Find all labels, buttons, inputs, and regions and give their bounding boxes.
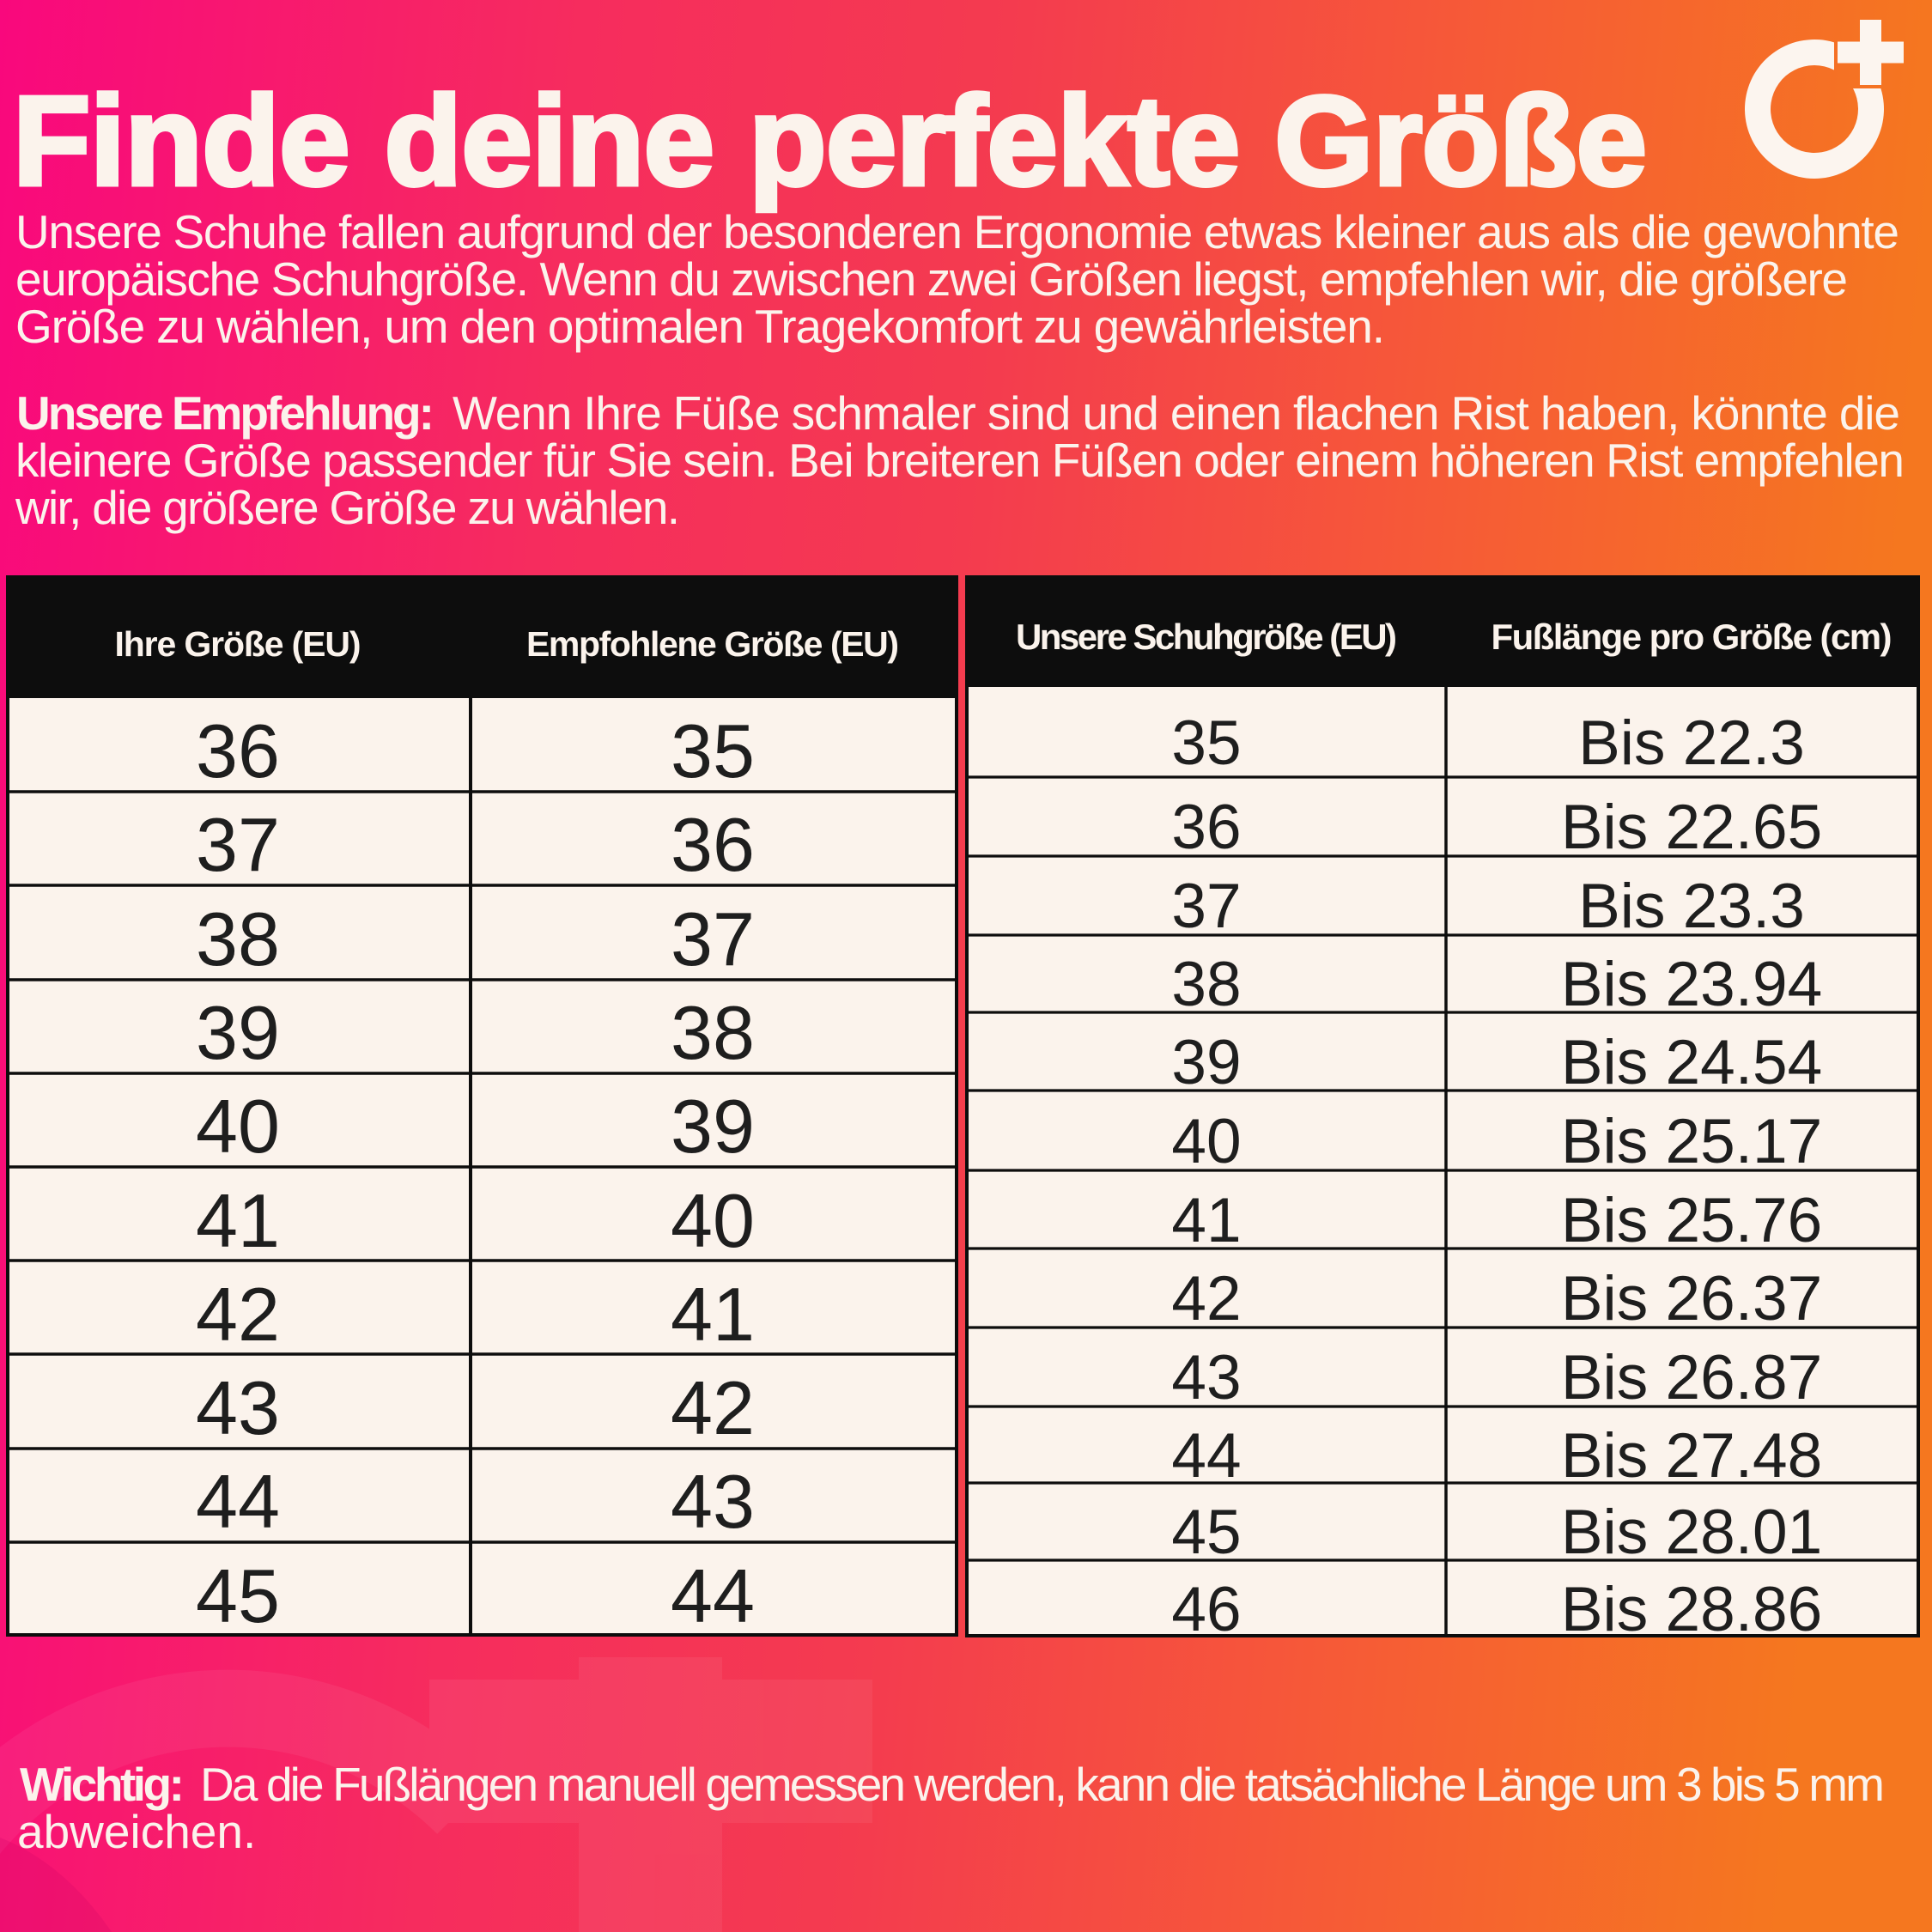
- svg-text:40: 40: [671, 1178, 755, 1263]
- svg-text:Bis 28.86: Bis 28.86: [1561, 1575, 1822, 1644]
- svg-text:36: 36: [671, 802, 755, 887]
- svg-text:42: 42: [196, 1272, 280, 1357]
- svg-text:Da die Fußlängen manuell gemes: Da die Fußlängen manuell gemessen werden…: [200, 1758, 1885, 1811]
- svg-text:Unsere Schuhgröße (EU): Unsere Schuhgröße (EU): [1016, 617, 1397, 657]
- svg-text:41: 41: [671, 1272, 755, 1357]
- svg-text:39: 39: [196, 990, 280, 1075]
- svg-text:44: 44: [671, 1553, 755, 1638]
- svg-text:Wichtig:: Wichtig:: [20, 1758, 185, 1811]
- svg-text:abweichen.: abweichen.: [17, 1805, 256, 1858]
- svg-text:Bis 24.54: Bis 24.54: [1561, 1028, 1822, 1097]
- svg-text:Ihre Größe (EU): Ihre Größe (EU): [115, 624, 361, 664]
- svg-text:Finde deine perfekte Größe: Finde deine perfekte Größe: [13, 70, 1647, 212]
- svg-text:Bis 26.87: Bis 26.87: [1561, 1343, 1822, 1413]
- svg-text:Bis 22.3: Bis 22.3: [1578, 708, 1805, 778]
- svg-text:Bis 23.3: Bis 23.3: [1578, 872, 1805, 941]
- svg-text:45: 45: [196, 1553, 280, 1638]
- svg-text:40: 40: [1171, 1107, 1241, 1176]
- svg-text:38: 38: [196, 896, 280, 981]
- svg-text:36: 36: [1171, 793, 1241, 862]
- svg-text:42: 42: [671, 1365, 755, 1450]
- svg-text:Bis 25.17: Bis 25.17: [1561, 1107, 1822, 1176]
- svg-text:Bis 25.76: Bis 25.76: [1561, 1186, 1822, 1255]
- svg-text:39: 39: [671, 1084, 755, 1169]
- svg-text:44: 44: [1171, 1421, 1241, 1491]
- svg-text:europäische Schuhgröße. Wenn d: europäische Schuhgröße. Wenn du zwischen…: [15, 252, 1848, 306]
- svg-text:37: 37: [671, 896, 755, 981]
- svg-text:Bis 28.01: Bis 28.01: [1561, 1498, 1822, 1567]
- svg-text:43: 43: [1171, 1343, 1241, 1413]
- svg-text:Bis 23.94: Bis 23.94: [1561, 950, 1822, 1019]
- svg-text:39: 39: [1171, 1028, 1241, 1097]
- svg-text:40: 40: [196, 1084, 280, 1169]
- svg-text:Bis 26.37: Bis 26.37: [1561, 1264, 1822, 1334]
- svg-text:Fußlänge pro Größe (cm): Fußlänge pro Größe (cm): [1492, 617, 1893, 657]
- svg-text:45: 45: [1171, 1498, 1241, 1567]
- svg-text:41: 41: [1171, 1186, 1241, 1255]
- svg-text:Wenn Ihre Füße schmaler sind u: Wenn Ihre Füße schmaler sind und einen f…: [453, 386, 1900, 440]
- svg-text:Unsere Empfehlung:: Unsere Empfehlung:: [16, 386, 434, 440]
- svg-text:Bis 22.65: Bis 22.65: [1561, 793, 1822, 862]
- svg-text:43: 43: [196, 1365, 280, 1450]
- svg-text:43: 43: [671, 1459, 755, 1544]
- svg-text:Größe zu wählen, um den optima: Größe zu wählen, um den optimalen Tragek…: [15, 300, 1385, 353]
- svg-text:38: 38: [671, 990, 755, 1075]
- svg-text:41: 41: [196, 1178, 280, 1263]
- svg-text:37: 37: [1171, 872, 1241, 941]
- svg-text:35: 35: [671, 708, 755, 793]
- svg-text:37: 37: [196, 802, 280, 887]
- svg-text:kleinere Größe passender für S: kleinere Größe passender für Sie sein. B…: [15, 434, 1905, 487]
- svg-text:Bis 27.48: Bis 27.48: [1561, 1421, 1822, 1491]
- svg-text:wir, die größere Größe zu wähl: wir, die größere Größe zu wählen.: [15, 481, 680, 534]
- svg-text:Empfohlene Größe (EU): Empfohlene Größe (EU): [526, 624, 899, 664]
- svg-text:36: 36: [196, 708, 280, 793]
- svg-text:44: 44: [196, 1459, 280, 1544]
- svg-text:38: 38: [1171, 950, 1241, 1019]
- svg-text:42: 42: [1171, 1264, 1241, 1334]
- svg-text:35: 35: [1171, 708, 1241, 778]
- svg-text:Unsere Schuhe fallen aufgrund: Unsere Schuhe fallen aufgrund der besond…: [15, 205, 1899, 258]
- svg-text:46: 46: [1171, 1575, 1241, 1644]
